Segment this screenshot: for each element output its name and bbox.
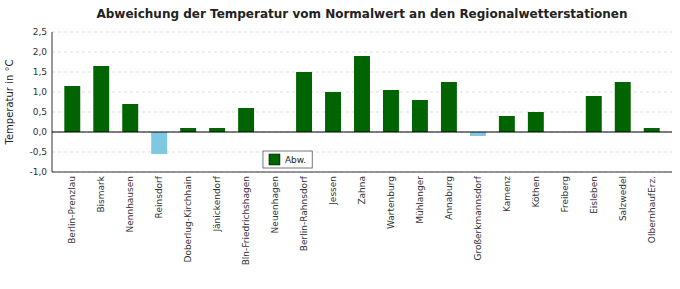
x-tick-label: Freiberg [560,176,570,213]
bar [296,72,312,132]
legend-label: Abw. [285,155,306,165]
x-tick-label: Reinsdorf [154,175,164,218]
bar [528,112,544,132]
grid [52,32,672,172]
y-axis-line [52,32,53,172]
x-tick-label: Doberlug-Kirchhain [183,176,193,263]
bar [383,90,399,132]
grid-line [52,132,672,133]
title: Abweichung der Temperatur vom Normalwert… [96,7,627,21]
legend-swatch [269,154,280,165]
y-tick-label: 1,5 [33,67,47,77]
legend: Abw. [263,151,312,168]
x-tick-label: Neuenhagen [270,176,280,233]
bar [93,66,109,132]
x-axis-line [52,172,672,173]
x-tick-label: Jessen [328,176,338,206]
x-tick-label: Nennhausen [125,176,135,233]
legend-box [263,151,312,168]
x-tick-label: Bismark [96,175,106,212]
x-tick-label: OlbernhaufErz. [647,176,657,243]
bar [238,108,254,132]
bar [412,100,428,132]
grid-line [52,52,672,53]
bar [470,132,486,136]
bar [64,86,80,132]
y-tick-label: -0,5 [29,147,47,157]
x-tick-label: Mühlanger [415,176,425,224]
zero-line [52,132,672,133]
y-tick-label: 1,0 [33,87,48,97]
bars [64,56,659,154]
grid-line [52,152,672,153]
x-tick-label: Großerkmannsdorf [473,175,483,260]
x-tick-label: Eisleben [589,176,599,214]
x-tick-label: Bln-Friedrichshagen [241,176,251,265]
x-tick-label: Annaburg [444,176,454,220]
y-tick-label: 0,0 [33,127,48,137]
bar [615,82,631,132]
x-tick-label: Wartenburg [386,176,396,229]
x-tick-label: Salzwedel [618,176,628,221]
bar [644,128,660,132]
x-tick-label: Zahna [357,176,367,205]
x-tick-label: Berlin-Rahnsdorf [299,175,309,251]
bar [586,96,602,132]
bar [441,82,457,132]
x-tick-label: Jänickendorf [212,175,222,232]
y-axis-label: Temperatur in °C [4,60,15,146]
bar [151,132,167,154]
y-tick-label: -1,0 [29,167,47,177]
x-tick-label: Berlin-Prenzlau [67,176,77,244]
y-tick-label: 0,5 [33,107,47,117]
grid-line [52,32,672,33]
bar [122,104,138,132]
y-tick-label: 2,0 [33,47,48,57]
y-tick-label: 2,5 [33,27,47,37]
bar [354,56,370,132]
bar [499,116,515,132]
x-tick-label: Köthen [531,176,541,207]
grid-line [52,172,672,173]
bar [325,92,341,132]
x-tick-label: Kamenz [502,176,512,212]
bar [180,128,196,132]
bar [209,128,225,132]
